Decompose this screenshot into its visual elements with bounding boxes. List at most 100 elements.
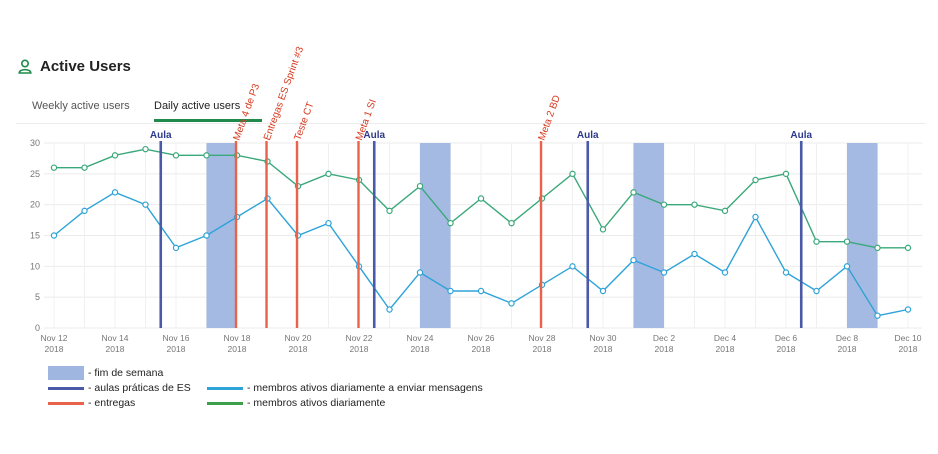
- x-tick-year: 2018: [533, 344, 552, 354]
- x-tick-year: 2018: [411, 344, 430, 354]
- legend-weekend-swatch: [48, 366, 84, 380]
- x-tick-year: 2018: [472, 344, 491, 354]
- x-tick-label: Dec 6: [775, 333, 797, 343]
- x-tick-year: 2018: [838, 344, 857, 354]
- tab-bar: Weekly active users Daily active users: [16, 95, 926, 124]
- legend-messaging: - membros ativos diariamente a enviar me…: [207, 382, 483, 394]
- legend-active-swatch: [207, 401, 243, 405]
- x-tick-year: 2018: [228, 344, 247, 354]
- weekend-band: [420, 143, 451, 328]
- data-point-active: [630, 189, 637, 196]
- x-tick-year: 2018: [350, 344, 369, 354]
- data-point-messaging: [904, 306, 912, 313]
- data-point-messaging: [325, 219, 332, 227]
- legend-classes-swatch: [48, 386, 84, 390]
- x-tick-year: 2018: [655, 344, 674, 354]
- data-point-active: [325, 170, 332, 178]
- data-point-active: [508, 219, 515, 227]
- class-label: Aula: [577, 130, 599, 141]
- x-tick-label: Dec 2: [653, 333, 675, 343]
- legend-weekend-label: - fim de semana: [88, 367, 164, 379]
- data-point-active: [111, 152, 119, 159]
- x-tick-year: 2018: [167, 344, 186, 354]
- data-point-messaging: [874, 312, 881, 319]
- legend-classes-label: - aulas práticas de ES: [88, 382, 191, 394]
- data-point-active: [691, 201, 698, 208]
- x-tick-label: Dec 8: [836, 333, 858, 343]
- data-point-active: [203, 152, 210, 159]
- data-point-active: [721, 207, 729, 215]
- data-point-messaging: [447, 287, 454, 295]
- data-point-messaging: [660, 269, 668, 276]
- x-tick-label: Nov 16: [163, 333, 190, 343]
- data-point-active: [142, 145, 149, 153]
- active-tab-indicator: [154, 119, 262, 122]
- data-point-messaging: [386, 306, 393, 313]
- data-point-messaging: [81, 207, 88, 215]
- legend-deadlines-swatch: [48, 401, 84, 405]
- data-point-active: [416, 182, 424, 190]
- data-point-active: [813, 238, 820, 245]
- data-point-active: [782, 170, 790, 178]
- y-tick-label: 10: [30, 261, 40, 271]
- data-point-messaging: [203, 232, 210, 239]
- x-tick-label: Nov 14: [102, 333, 129, 343]
- data-point-messaging: [599, 287, 607, 295]
- y-tick-label: 20: [30, 200, 40, 210]
- data-point-active: [752, 176, 759, 184]
- tab-weekly-active-users[interactable]: Weekly active users: [32, 100, 130, 112]
- legend-active-label: - membros ativos diariamente: [247, 397, 386, 409]
- legend-weekend: - fim de semana: [48, 366, 163, 380]
- user-icon: [18, 59, 32, 74]
- data-point-messaging: [111, 189, 119, 196]
- x-tick-label: Nov 26: [468, 333, 495, 343]
- deadline-label: Meta 4 de P3: [231, 82, 262, 142]
- weekend-band: [633, 143, 664, 328]
- deadline-label: Meta 2 BD: [536, 94, 562, 142]
- y-tick-label: 25: [30, 169, 40, 179]
- data-point-active: [569, 170, 576, 178]
- legend-deadlines: - entregas: [48, 397, 135, 409]
- legend-messaging-swatch: [207, 386, 243, 390]
- x-tick-year: 2018: [594, 344, 613, 354]
- class-label: Aula: [790, 130, 812, 141]
- y-tick-label: 5: [35, 292, 40, 302]
- tab-daily-active-users[interactable]: Daily active users: [154, 100, 241, 112]
- data-point-messaging: [721, 269, 729, 276]
- x-tick-year: 2018: [899, 344, 918, 354]
- weekend-band: [847, 143, 878, 328]
- deadline-label: Teste CT: [292, 101, 316, 142]
- x-tick-label: Nov 20: [285, 333, 312, 343]
- x-tick-label: Nov 30: [590, 333, 617, 343]
- data-point-messaging: [172, 244, 180, 252]
- data-point-active: [599, 226, 607, 233]
- data-point-messaging: [416, 269, 424, 276]
- data-point-messaging: [752, 213, 759, 221]
- data-point-active: [81, 164, 88, 171]
- legend-deadlines-label: - entregas: [88, 397, 136, 409]
- x-tick-label: Nov 24: [407, 333, 434, 343]
- data-point-active: [386, 207, 393, 215]
- weekend-band: [206, 143, 237, 328]
- data-point-active: [477, 195, 485, 202]
- data-point-messaging: [782, 269, 790, 276]
- y-tick-label: 30: [30, 138, 40, 148]
- data-point-active: [447, 219, 454, 227]
- x-tick-year: 2018: [777, 344, 796, 354]
- page-title: Active Users: [40, 58, 131, 75]
- x-tick-label: Nov 18: [224, 333, 251, 343]
- y-tick-label: 15: [30, 231, 40, 241]
- data-point-active: [172, 152, 180, 159]
- x-tick-year: 2018: [716, 344, 735, 354]
- x-tick-year: 2018: [289, 344, 308, 354]
- data-point-active: [874, 244, 881, 252]
- data-point-active: [843, 238, 851, 245]
- x-tick-label: Nov 28: [529, 333, 556, 343]
- data-point-messaging: [142, 201, 149, 208]
- data-point-active: [50, 164, 58, 171]
- data-point-messaging: [50, 232, 58, 239]
- data-point-messaging: [813, 287, 820, 295]
- x-tick-label: Nov 22: [346, 333, 373, 343]
- card-header: Active Users: [18, 58, 131, 75]
